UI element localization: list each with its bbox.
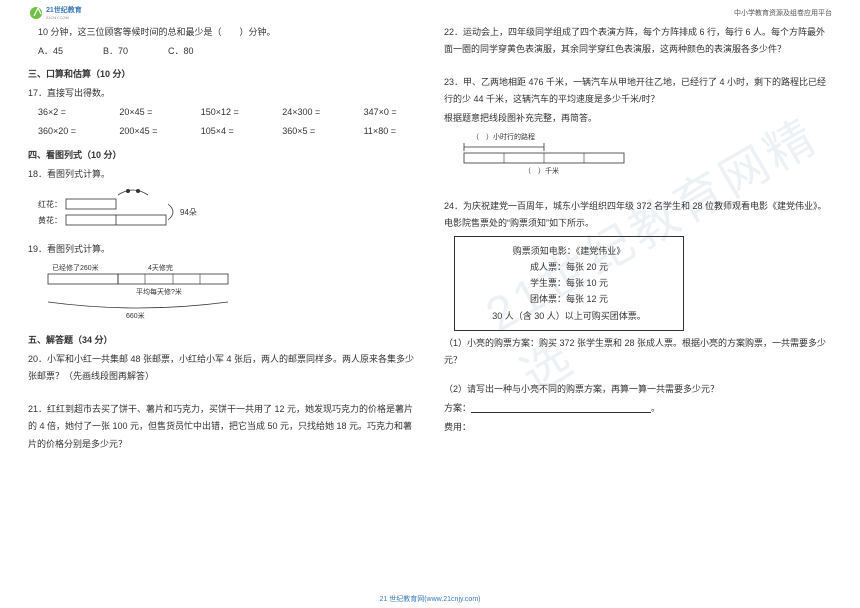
q24-plan: 方案：。 [444,400,832,417]
calc-cell: 347×0 = [364,104,416,121]
calc-cell: 150×12 = [201,104,258,121]
q24-cost: 费用： [444,419,832,436]
opt-a: A．45 [38,43,63,60]
q24-2: （2）请写出一种与小亮不同的购票方案，再算一算一共需要多少元？ [444,381,832,398]
svg-text:94朵: 94朵 [180,208,197,217]
q16-tail: 10 分钟，这三位顾客等候时间的总和最少是（ ）分钟。 [28,24,416,41]
q16-options: A．45 B．70 C．80 [28,43,416,60]
q18-figure: 红花： 黄花： 94朵 [38,187,416,237]
ticket-student: 学生票：每张 10 元 [465,275,673,291]
blank-line [471,404,651,413]
svg-text:黄花：: 黄花： [38,215,62,225]
calc-cell: 20×45 = [119,104,176,121]
section-3-title: 三、口算和估算（10 分） [28,66,416,83]
calc-cell: 105×4 = [201,123,258,140]
q20: 20．小军和小红一共集邮 48 张邮票，小红给小军 4 张后，两人的邮票同样多。… [28,351,416,385]
q17: 17．直接写出得数。 [28,85,416,102]
ticket-box: 购票须知电影：《建党伟业》 成人票：每张 20 元 学生票：每张 10 元 团体… [454,236,684,331]
q23: 23．甲、乙两地相距 476 千米，一辆汽车从甲地开往乙地，已经行了 4 小时，… [444,74,832,108]
ticket-title: 购票须知电影：《建党伟业》 [465,243,673,259]
ticket-group: 团体票：每张 12 元 [465,291,673,307]
q24-1: （1）小亮的购票方案：购买 372 张学生票和 28 张成人票。根据小亮的方案购… [444,335,832,369]
section-4-title: 四、看图列式（10 分） [28,147,416,164]
calc-grid: 36×2 = 20×45 = 150×12 = 24×300 = 347×0 =… [28,104,416,140]
left-column: 10 分钟，这三位顾客等候时间的总和最少是（ ）分钟。 A．45 B．70 C．… [28,24,416,455]
footer: 21 世纪教育网(www.21cnjy.com) [0,594,860,604]
calc-cell: 36×2 = [38,104,95,121]
q23-figure: （ ）小时行的路程 （ ）千米 [454,131,832,181]
svg-text:平均每天修?米: 平均每天修?米 [136,287,182,296]
calc-cell: 11×80 = [364,123,416,140]
calc-cell: 360×20 = [38,123,95,140]
q21: 21．红红到超市去买了饼干、薯片和巧克力，买饼干一共用了 12 元，她发现巧克力… [28,401,416,452]
q24: 24．为庆祝建党一百周年，城东小学组织四年级 372 名学生和 28 位教师观看… [444,198,832,232]
opt-b: B．70 [103,43,128,60]
page-content: 10 分钟，这三位顾客等候时间的总和最少是（ ）分钟。 A．45 B．70 C．… [0,0,860,471]
opt-c: C．80 [168,43,194,60]
svg-text:4天修完: 4天修完 [148,263,173,272]
calc-cell: 360×5 = [282,123,339,140]
svg-text:（ ）小时行的路程: （ ）小时行的路程 [472,132,535,141]
calc-cell: 24×300 = [282,104,339,121]
q19: 19．看图列式计算。 [28,241,416,258]
svg-text:红花：: 红花： [38,199,62,209]
right-column: 22．运动会上，四年级同学组成了四个表演方阵，每个方阵排成 6 行，每行 6 人… [444,24,832,455]
svg-text:（ ）千米: （ ）千米 [524,166,559,175]
section-5-title: 五、解答题（34 分） [28,332,416,349]
q19-figure: 已经修了260米 4天修完 平均每天修?米 660米 [38,262,416,326]
q22: 22．运动会上，四年级同学组成了四个表演方阵，每个方阵排成 6 行，每行 6 人… [444,24,832,58]
calc-cell: 200×45 = [119,123,176,140]
q23-note: 根据题意把线段图补充完整，再简答。 [444,110,832,127]
svg-text:660米: 660米 [126,311,145,320]
svg-text:已经修了260米: 已经修了260米 [52,263,99,272]
ticket-rule: 30 人（含 30 人）以上可购买团体票。 [465,308,673,324]
ticket-adult: 成人票：每张 20 元 [465,259,673,275]
plan-label: 方案： [444,403,471,413]
q18: 18．看图列式计算。 [28,166,416,183]
